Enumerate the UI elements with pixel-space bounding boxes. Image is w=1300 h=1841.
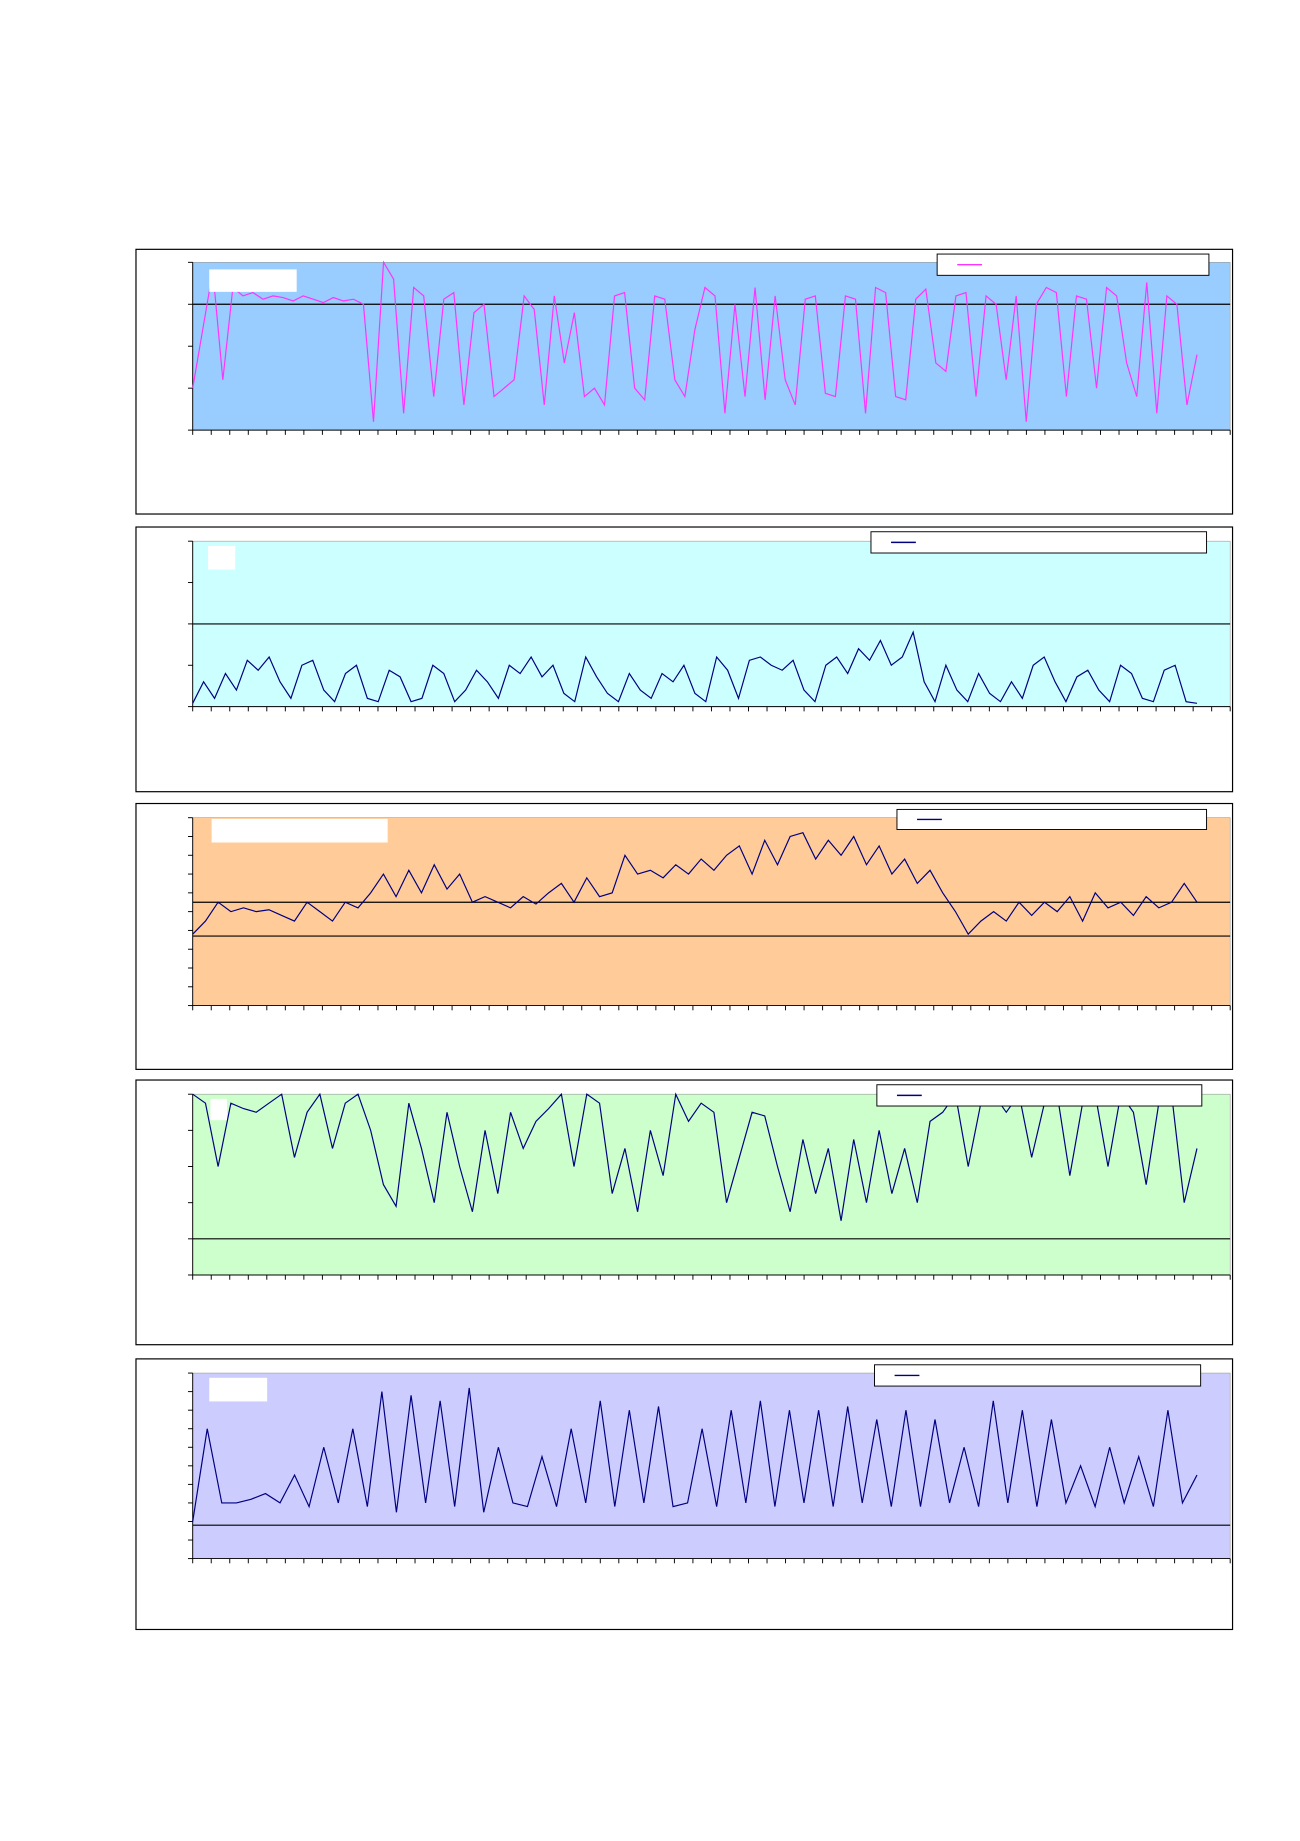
plot-area — [192, 262, 1231, 431]
plot-area — [192, 1093, 1231, 1276]
label-box — [211, 818, 388, 843]
label-box — [210, 1098, 227, 1121]
data-line — [192, 630, 1198, 704]
data-line — [192, 1387, 1198, 1522]
legend — [896, 808, 1208, 830]
legend — [936, 253, 1210, 276]
label-box — [208, 545, 236, 570]
plot-area — [192, 817, 1231, 1006]
plot-area — [192, 1372, 1231, 1559]
data-line — [192, 1092, 1198, 1221]
data-line — [192, 260, 1198, 422]
label-box — [209, 269, 297, 292]
legend — [870, 531, 1208, 554]
legend — [874, 1364, 1202, 1387]
legend — [876, 1084, 1203, 1107]
label-box — [209, 1377, 268, 1402]
data-line — [192, 831, 1198, 936]
